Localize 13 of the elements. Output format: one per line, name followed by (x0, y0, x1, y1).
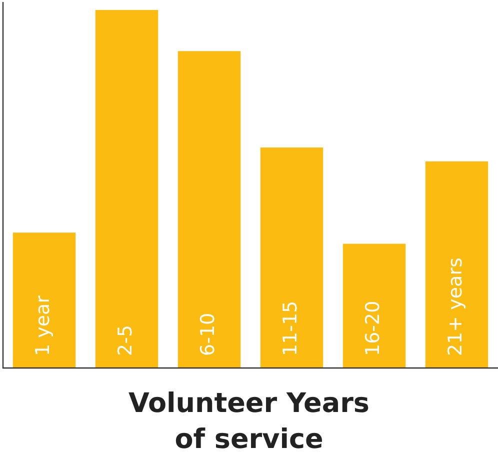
bar (260, 147, 324, 368)
x-tick-label: 11-15 (280, 300, 302, 356)
bar (178, 51, 241, 368)
x-tick-label: 2-5 (114, 324, 137, 356)
bar (12, 232, 76, 368)
bar (425, 161, 488, 368)
x-tick-label: 6-10 (197, 312, 220, 356)
bar (95, 10, 158, 368)
x-tick-label: 21+ years (444, 258, 467, 356)
text: Volunteer Years of service (128, 387, 370, 457)
x-tick-label: 16-20 (362, 300, 384, 356)
x-tick-label: 1 year (32, 295, 54, 356)
bar (342, 244, 406, 368)
